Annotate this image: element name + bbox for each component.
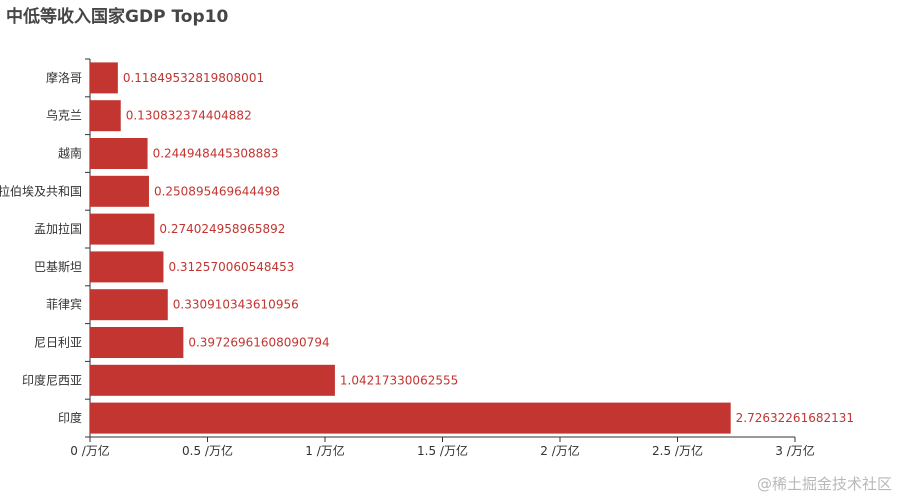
data-label: 0.250895469644498 (154, 184, 280, 198)
bar (90, 100, 121, 132)
bar (90, 327, 184, 358)
bar (90, 251, 164, 283)
x-tick-label: 0.5 /万亿 (182, 443, 233, 458)
x-tick-label: 3 /万亿 (775, 443, 815, 458)
bar (90, 213, 155, 245)
bar (90, 138, 148, 169)
watermark: @稀土掘金技术社区 (756, 475, 892, 493)
y-tick-label: 印度 (58, 410, 82, 425)
data-label: 2.72632261682131 (736, 411, 854, 425)
y-tick-label: 菲律宾 (46, 297, 82, 312)
bar (90, 175, 149, 207)
x-tick-label: 2 /万亿 (540, 443, 580, 458)
x-tick-label: 1 /万亿 (305, 443, 345, 458)
y-tick-label: 巴基斯坦 (34, 260, 82, 274)
y-tick-label: 孟加拉国 (34, 221, 82, 236)
y-tick-label: 越南 (58, 146, 82, 161)
x-tick-label: 2.5 /万亿 (652, 443, 703, 458)
bar (90, 62, 118, 94)
bar (90, 364, 335, 396)
y-tick-label: 摩洛哥 (46, 70, 82, 85)
y-tick-label: 印度尼西亚 (22, 372, 82, 387)
y-tick-label: 阿拉伯埃及共和国 (0, 183, 82, 198)
data-label: 0.11849532819808001 (123, 71, 264, 85)
data-label: 0.274024958965892 (159, 222, 285, 236)
x-tick-label: 1.5 /万亿 (417, 443, 468, 458)
data-label: 0.244948445308883 (153, 147, 279, 161)
y-tick-label: 尼日利亚 (34, 336, 82, 350)
chart-title: 中低等收入国家GDP Top10 (6, 7, 229, 27)
data-label: 0.39726961608090794 (188, 336, 329, 350)
data-label: 0.130832374404882 (126, 109, 252, 123)
y-tick-label: 乌克兰 (46, 108, 82, 123)
x-tick-label: 0 /万亿 (70, 443, 110, 458)
bar (90, 402, 731, 434)
data-label: 0.312570060548453 (168, 260, 294, 274)
data-label: 0.330910343610956 (173, 298, 299, 312)
data-label: 1.04217330062555 (340, 373, 458, 387)
bar (90, 289, 168, 321)
